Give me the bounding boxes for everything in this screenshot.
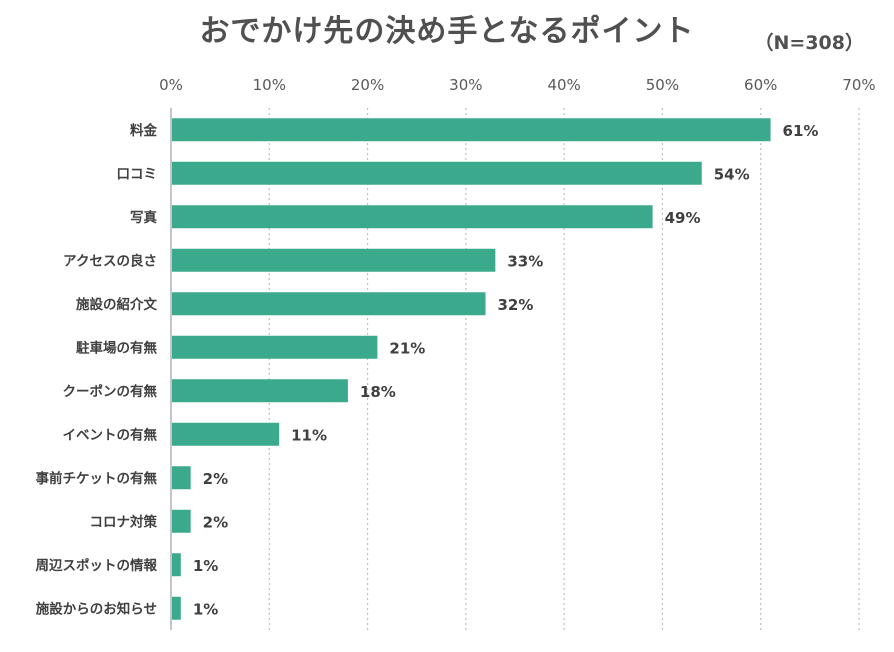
value-label: 18% bbox=[360, 383, 396, 401]
bar bbox=[172, 292, 486, 316]
value-label: 61% bbox=[783, 122, 819, 140]
value-label: 1% bbox=[193, 600, 218, 618]
category-label: コロナ対策 bbox=[90, 513, 158, 530]
chart-title: おでかけ先の決め手となるポイント bbox=[199, 14, 695, 49]
category-label: 口コミ bbox=[117, 166, 158, 182]
bar bbox=[172, 379, 348, 403]
category-label: 料金 bbox=[130, 122, 157, 139]
bar bbox=[172, 335, 378, 359]
bar bbox=[172, 118, 771, 142]
x-tick-label: 50% bbox=[646, 76, 679, 94]
bar bbox=[172, 466, 191, 490]
bar bbox=[172, 553, 181, 577]
x-tick-label: 40% bbox=[547, 76, 580, 94]
category-label: 施設からのお知らせ bbox=[36, 600, 157, 617]
x-tick-label: 70% bbox=[842, 76, 875, 94]
value-label: 21% bbox=[389, 339, 425, 357]
category-label: イベントの有無 bbox=[63, 426, 158, 443]
bar bbox=[172, 596, 181, 620]
value-label: 2% bbox=[203, 513, 228, 531]
category-label: 駐車場の有無 bbox=[76, 339, 157, 356]
x-tick-label: 60% bbox=[744, 76, 777, 94]
value-label: 54% bbox=[714, 165, 750, 183]
x-tick-label: 10% bbox=[253, 76, 286, 94]
category-label: 施設の紹介文 bbox=[76, 296, 157, 313]
value-label: 49% bbox=[665, 209, 701, 227]
category-label: アクセスの良さ bbox=[63, 252, 157, 269]
value-label: 2% bbox=[203, 470, 228, 488]
category-label: 写真 bbox=[130, 209, 157, 226]
category-label: 周辺スポットの情報 bbox=[36, 557, 158, 574]
bar bbox=[172, 161, 702, 185]
x-tick-label: 20% bbox=[351, 76, 384, 94]
value-label: 1% bbox=[193, 557, 218, 575]
bar bbox=[172, 422, 280, 446]
category-label: クーポンの有無 bbox=[63, 383, 158, 400]
value-label: 33% bbox=[507, 252, 543, 270]
category-label: 事前チケットの有無 bbox=[36, 470, 158, 487]
chart-subtitle: （N=308） bbox=[754, 32, 864, 54]
x-tick-label: 30% bbox=[449, 76, 482, 94]
bar bbox=[172, 205, 653, 229]
value-label: 11% bbox=[291, 426, 327, 444]
x-tick-label: 0% bbox=[159, 76, 183, 94]
value-label: 32% bbox=[498, 296, 534, 314]
bar bbox=[172, 248, 496, 272]
bar bbox=[172, 509, 191, 533]
